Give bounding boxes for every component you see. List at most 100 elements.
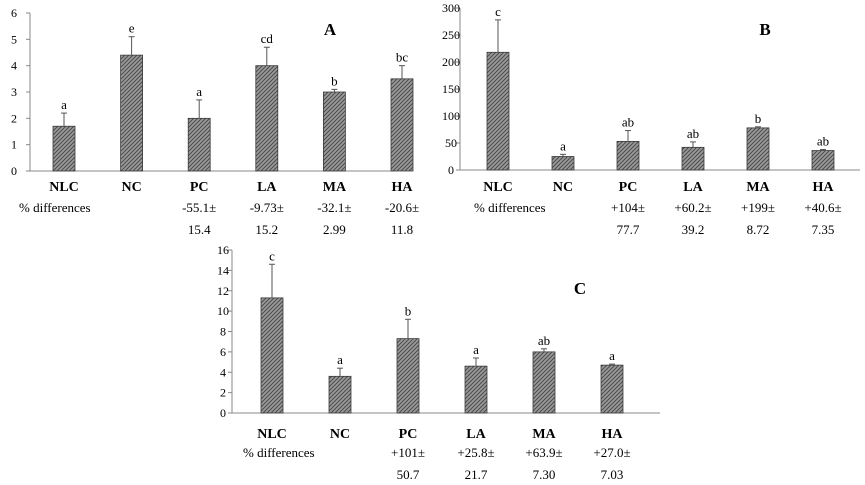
- chart-panel-c: 0 2 4 6 8 10 12 14 16 c NLC a NC b PC +101± 50.7 a LA +25.8…: [217, 243, 660, 482]
- difference-error: 7.35: [812, 222, 835, 237]
- difference-value: -9.73±: [250, 200, 284, 215]
- bar-ma: [532, 351, 556, 414]
- category-label: NLC: [257, 427, 287, 442]
- difference-value: +199±: [741, 200, 775, 215]
- significance-label: a: [560, 138, 566, 153]
- y-tick-label: 100: [442, 109, 460, 123]
- bar-ha: [390, 78, 414, 172]
- significance-label: a: [473, 342, 479, 357]
- significance-label: bc: [396, 50, 409, 65]
- difference-value: -20.6±: [385, 200, 419, 215]
- difference-error: 39.2: [682, 222, 705, 237]
- difference-error: 8.72: [747, 222, 770, 237]
- bar-nc: [120, 54, 143, 172]
- category-label: HA: [392, 180, 414, 195]
- bar-nlc: [260, 297, 284, 414]
- significance-label: b: [331, 73, 338, 88]
- difference-value: +25.8±: [457, 445, 494, 460]
- differences-title: % differences: [19, 200, 91, 215]
- significance-label: c: [269, 248, 275, 263]
- significance-label: a: [337, 352, 343, 367]
- bar-nlc: [486, 51, 510, 171]
- category-label: HA: [813, 180, 835, 195]
- y-tick-label: 1: [11, 138, 17, 152]
- significance-label: b: [755, 111, 762, 126]
- difference-error: 7.03: [601, 467, 624, 482]
- bar-la: [681, 146, 705, 171]
- bar-ha: [600, 364, 624, 414]
- bar-ma: [746, 127, 770, 171]
- y-tick-label: 5: [11, 32, 17, 46]
- differences-title: % differences: [474, 200, 546, 215]
- significance-label: ab: [622, 115, 634, 130]
- category-label: MA: [532, 427, 556, 442]
- y-tick-label: 4: [11, 59, 17, 73]
- category-label: MA: [323, 180, 347, 195]
- y-tick-label: 8: [220, 325, 226, 339]
- category-label: HA: [602, 427, 624, 442]
- significance-label: a: [61, 97, 67, 112]
- y-tick-label: 250: [442, 28, 460, 42]
- bar-pc: [396, 338, 420, 414]
- difference-value: +101±: [391, 445, 425, 460]
- y-tick-label: 6: [11, 6, 17, 20]
- difference-error: 2.99: [323, 222, 346, 237]
- category-label: NC: [553, 180, 573, 195]
- y-tick-label: 2: [220, 386, 226, 400]
- y-tick-label: 0: [220, 406, 226, 420]
- category-label: PC: [619, 180, 638, 195]
- y-tick-label: 0: [11, 164, 17, 178]
- difference-error: 15.4: [188, 222, 211, 237]
- panel-label: B: [759, 20, 770, 39]
- y-tick-label: 300: [442, 1, 460, 15]
- y-tick-label: 10: [217, 304, 229, 318]
- y-tick-label: 12: [217, 284, 229, 298]
- difference-error: 50.7: [397, 467, 420, 482]
- difference-error: 7.30: [533, 467, 556, 482]
- y-tick-label: 3: [11, 85, 17, 99]
- category-label: PC: [190, 180, 209, 195]
- bar-nc: [551, 156, 575, 171]
- category-label: NLC: [49, 180, 79, 195]
- significance-label: b: [405, 303, 412, 318]
- significance-label: a: [609, 348, 615, 363]
- bar-ha: [811, 150, 835, 171]
- bar-nc: [328, 375, 352, 414]
- y-tick-label: 14: [217, 263, 229, 277]
- chart-panel-b: 0 50 100 150 200 250 300 c NLC a NC ab PC +104± 77.7 ab…: [442, 1, 860, 237]
- category-label: LA: [683, 180, 703, 195]
- difference-error: 11.8: [391, 222, 413, 237]
- category-label: LA: [466, 427, 486, 442]
- bar-ma: [322, 91, 346, 172]
- difference-error: 77.7: [617, 222, 640, 237]
- category-label: NC: [121, 180, 141, 195]
- y-tick-label: 2: [11, 111, 17, 125]
- difference-error: 21.7: [465, 467, 488, 482]
- category-label: PC: [399, 427, 418, 442]
- y-tick-label: 4: [220, 365, 226, 379]
- significance-label: e: [129, 21, 135, 36]
- difference-value: +60.2±: [674, 200, 711, 215]
- difference-error: 15.2: [255, 222, 278, 237]
- category-label: MA: [746, 180, 770, 195]
- panel-label: C: [574, 279, 586, 298]
- significance-label: c: [495, 4, 501, 19]
- panel-label: A: [324, 20, 337, 39]
- y-tick-label: 16: [217, 243, 229, 257]
- y-tick-label: 200: [442, 55, 460, 69]
- bar-la: [464, 365, 488, 414]
- significance-label: ab: [538, 333, 550, 348]
- y-tick-label: 50: [445, 136, 457, 150]
- significance-label: ab: [687, 126, 699, 141]
- category-label: NC: [330, 427, 350, 442]
- significance-label: a: [196, 84, 202, 99]
- significance-label: cd: [261, 31, 274, 46]
- difference-value: +27.0±: [593, 445, 630, 460]
- bar-pc: [616, 140, 640, 171]
- category-label: NLC: [483, 180, 513, 195]
- difference-value: -32.1±: [317, 200, 351, 215]
- difference-value: -55.1±: [182, 200, 216, 215]
- difference-value: +104±: [611, 200, 645, 215]
- y-tick-label: 150: [442, 82, 460, 96]
